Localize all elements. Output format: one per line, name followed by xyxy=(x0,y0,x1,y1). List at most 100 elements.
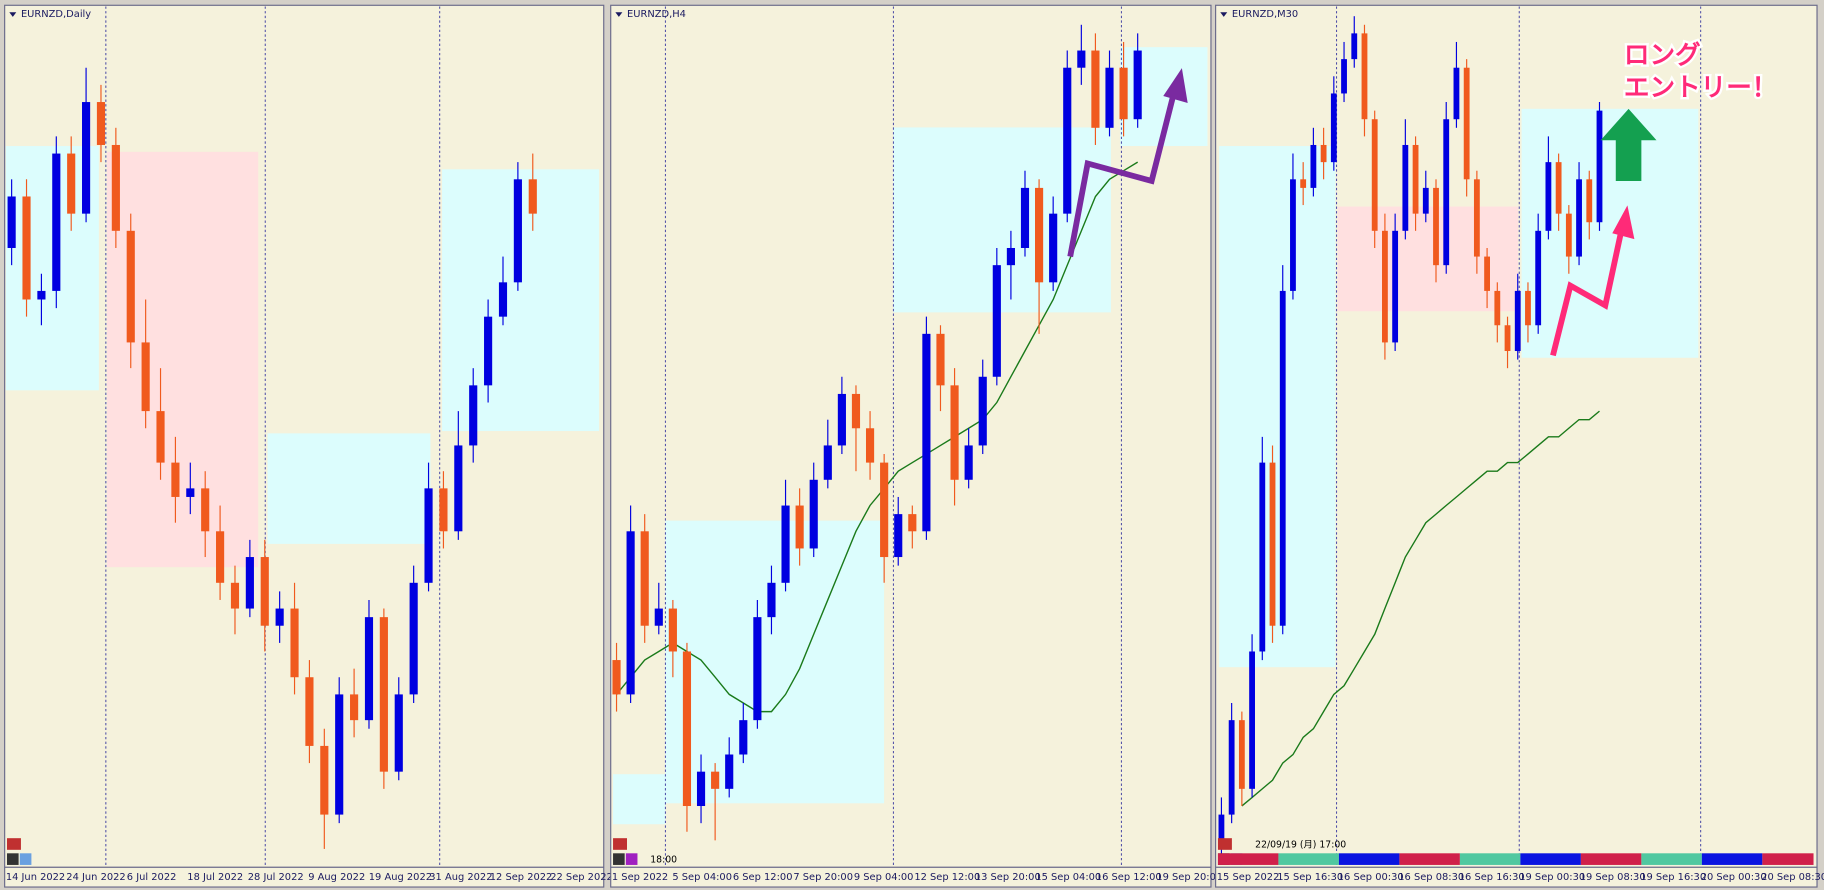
time-label: 7 Sep 20:00 xyxy=(793,872,853,883)
pink-arrowhead xyxy=(1612,205,1635,240)
zone-box xyxy=(267,433,431,544)
purple-arrow xyxy=(1067,83,1179,258)
candle-body xyxy=(126,230,135,343)
zone-box xyxy=(1521,108,1699,358)
candle-body xyxy=(865,428,875,463)
candle-body xyxy=(1049,213,1058,283)
time-label: 19 Sep 08:30 xyxy=(1580,872,1646,883)
session-segment xyxy=(1762,853,1814,865)
time-axis xyxy=(611,867,1210,886)
candle-body xyxy=(335,694,344,815)
tool-button xyxy=(625,853,638,865)
candle-body xyxy=(1133,50,1142,120)
candle-body xyxy=(936,333,945,386)
candle-body xyxy=(781,505,790,583)
candle-body xyxy=(1463,67,1470,180)
candle-body xyxy=(809,479,818,549)
cursor-time: 22/09/19 (月) 17:00 xyxy=(1255,839,1346,850)
title-arrow xyxy=(1220,12,1228,17)
candle-body xyxy=(1494,290,1501,326)
candle-body xyxy=(711,771,720,789)
candle-body xyxy=(350,694,359,721)
candle-body xyxy=(1422,187,1429,214)
candle-body xyxy=(851,393,861,429)
time-label: 13 Sep 20:00 xyxy=(975,872,1041,883)
time-label: 16 Sep 00:30 xyxy=(1338,872,1404,883)
candle-body xyxy=(880,462,889,558)
candle-body xyxy=(1433,187,1439,266)
candle-body xyxy=(469,385,478,446)
candle-body xyxy=(186,488,195,497)
candle-body xyxy=(753,617,762,721)
time-label: 19 Sep 00:30 xyxy=(1519,872,1585,883)
candle-body xyxy=(7,196,16,248)
moving-average xyxy=(1241,410,1600,807)
time-label: 12 Sep 12:00 xyxy=(914,872,980,883)
time-label: 9 Sep 04:00 xyxy=(854,872,914,883)
candle-body xyxy=(1320,144,1327,163)
candle-body xyxy=(82,102,91,214)
candle-body xyxy=(823,445,832,480)
candle-body xyxy=(22,196,31,300)
candle-body xyxy=(1484,256,1491,291)
candle-body xyxy=(1035,187,1044,283)
candle-body xyxy=(1453,67,1460,120)
time-label: 6 Jul 2022 xyxy=(127,872,177,883)
candle-body xyxy=(1238,720,1245,789)
candle-body xyxy=(1228,720,1235,815)
time-label: 18 Jul 2022 xyxy=(187,872,243,883)
candle-body xyxy=(52,153,61,291)
candle-body xyxy=(654,608,663,626)
candle-body xyxy=(1382,230,1388,343)
candle-body xyxy=(1310,144,1317,188)
time-axis xyxy=(5,867,603,886)
time-label: 28 Jul 2022 xyxy=(248,872,304,883)
time-label: 22 Sep 2022 xyxy=(550,872,613,883)
candle-body xyxy=(640,531,649,626)
session-segment xyxy=(1399,853,1460,865)
candle-body xyxy=(626,531,635,695)
candle-body xyxy=(1371,119,1378,231)
zone-box xyxy=(665,520,885,804)
panel-title: EURNZD,M30 xyxy=(1232,9,1298,20)
candle-body xyxy=(1535,230,1542,326)
time-axis xyxy=(1216,867,1816,886)
time-label: 16 Sep 16:30 xyxy=(1459,872,1525,883)
zone-box xyxy=(107,151,259,568)
candle-body xyxy=(1249,651,1255,789)
candle-body xyxy=(739,720,748,755)
chart-panel: EURNZD,Daily 14 Jun 2022 24 Jun 2022 6 Jul … xyxy=(4,4,613,888)
time-label: 12 Sep 2022 xyxy=(490,872,553,883)
candle-body xyxy=(37,290,46,300)
title-arrow xyxy=(9,12,17,17)
candle-body xyxy=(1269,462,1276,626)
candle-body xyxy=(1063,67,1072,214)
time-label: 16 Sep 08:30 xyxy=(1398,872,1464,883)
title-arrow xyxy=(615,12,623,17)
time-label: 24 Jun 2022 xyxy=(66,872,125,883)
candle-body xyxy=(1290,179,1296,291)
candle-body xyxy=(230,582,240,609)
close-button xyxy=(613,838,627,850)
candle-body xyxy=(950,385,959,480)
candle-body xyxy=(96,102,106,145)
green-arrow xyxy=(1600,108,1657,181)
candle-body xyxy=(1596,110,1603,223)
candle-body xyxy=(528,179,537,214)
time-label: 9 Aug 2022 xyxy=(308,872,365,883)
tool-button xyxy=(6,853,19,865)
candle-body xyxy=(1006,247,1015,266)
candle-body xyxy=(364,617,374,721)
candle-body xyxy=(67,153,76,214)
candle-body xyxy=(992,265,1001,377)
candle-body xyxy=(1576,179,1582,257)
time-label: 6 Sep 12:00 xyxy=(733,872,793,883)
candle-body xyxy=(1361,33,1368,120)
candle-body xyxy=(498,282,508,317)
session-segment xyxy=(1580,853,1642,865)
time-label: 1 Sep 2022 xyxy=(612,872,668,883)
time-label: 15 Sep 2022 xyxy=(1217,872,1280,883)
candle-body xyxy=(156,411,165,463)
session-segment xyxy=(1520,853,1581,865)
